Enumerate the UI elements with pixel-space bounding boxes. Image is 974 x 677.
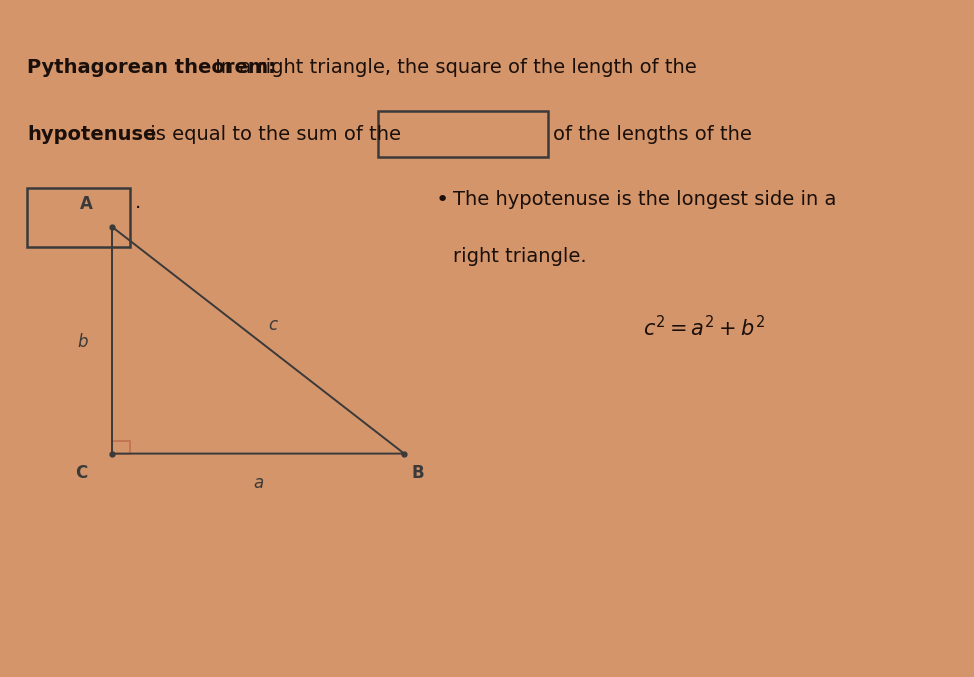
Text: A: A: [80, 195, 93, 213]
Text: a: a: [253, 474, 263, 492]
Text: .: .: [134, 193, 140, 212]
Text: B: B: [411, 464, 424, 482]
Text: $c^2 = a^2 + b^2$: $c^2 = a^2 + b^2$: [643, 315, 765, 340]
Text: In a right triangle, the square of the length of the: In a right triangle, the square of the l…: [209, 58, 697, 77]
Text: right triangle.: right triangle.: [453, 247, 586, 266]
Text: b: b: [77, 333, 88, 351]
Bar: [112, 441, 130, 454]
Text: c: c: [268, 316, 277, 334]
Text: Pythagorean theorem:: Pythagorean theorem:: [27, 58, 277, 77]
Text: C: C: [75, 464, 88, 482]
Text: •: •: [435, 190, 449, 210]
Bar: [378, 111, 548, 157]
Text: of the lengths of the: of the lengths of the: [553, 125, 752, 144]
Text: hypotenuse: hypotenuse: [27, 125, 157, 144]
Text: is equal to the sum of the: is equal to the sum of the: [144, 125, 401, 144]
Bar: [27, 188, 130, 247]
Text: The hypotenuse is the longest side in a: The hypotenuse is the longest side in a: [453, 190, 837, 209]
